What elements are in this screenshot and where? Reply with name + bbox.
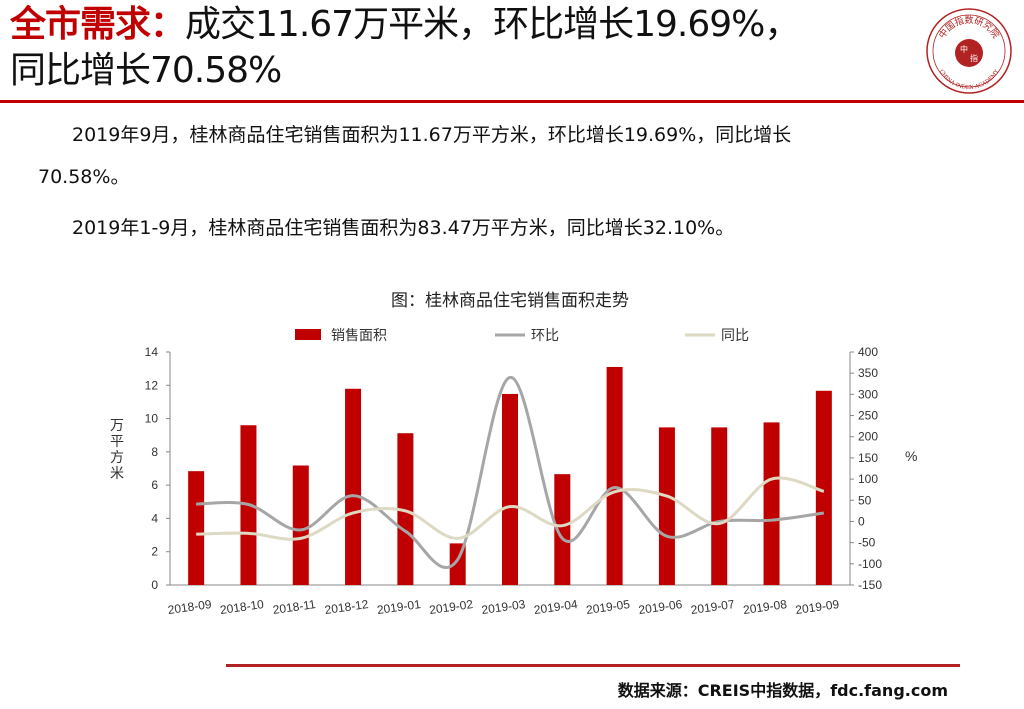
y2-tick-label: 300 (858, 387, 878, 401)
x-tick-label: 2018-09 (167, 597, 213, 617)
x-tick-label: 2019-01 (376, 597, 422, 617)
y2-tick-label: 250 (858, 409, 878, 423)
y2-tick-label: 100 (858, 472, 878, 486)
x-tick-label: 2019-08 (742, 597, 788, 617)
y2-tick-label: -100 (858, 557, 882, 571)
x-tick-label: 2019-09 (795, 597, 841, 617)
legend-label: 销售面积 (331, 327, 387, 343)
bar (658, 427, 675, 585)
y2-tick-label: 150 (858, 451, 878, 465)
title-line1: 成交11.67万平米，环比增长19.69%， (185, 4, 800, 45)
x-tick-label: 2018-12 (324, 597, 370, 617)
title-divider (0, 100, 1024, 103)
y2-tick-label: -150 (858, 578, 882, 592)
paragraph-2: 2019年1-9月，桂林商品住宅销售面积为83.47万平方米，同比增长32.10… (72, 217, 735, 239)
bar (763, 422, 780, 585)
series-line (196, 476, 825, 541)
x-tick-label: 2018-10 (219, 597, 265, 617)
bar (188, 471, 205, 585)
bar (711, 427, 728, 585)
chart-title: 图：桂林商品住宅销售面积走势 (391, 291, 629, 310)
y-tick-label: 2 (151, 545, 158, 559)
bar (606, 366, 623, 585)
bar (815, 390, 832, 585)
paragraph-1-continued: 70.58%。 (38, 166, 130, 188)
legend-label: 环比 (531, 327, 559, 343)
x-tick-label: 2019-05 (585, 597, 631, 617)
logo-char-1: 中 (960, 44, 968, 54)
title-accent: 全市需求： (10, 4, 186, 45)
y-tick-label: 4 (151, 511, 158, 525)
bar (554, 474, 571, 585)
legend-label: 同比 (721, 327, 749, 343)
x-tick-label: 2019-04 (533, 597, 579, 617)
logo-arc-text: 中国指数研究院 (936, 14, 1002, 41)
paragraph-1: 2019年9月，桂林商品住宅销售面积为11.67万平方米，环比增长19.69%，… (72, 124, 792, 146)
y2-tick-label: 400 (858, 345, 878, 359)
y2-axis-label: % (905, 448, 917, 464)
svg-text:中国指数研究院: 中国指数研究院 (936, 14, 1002, 41)
y2-tick-label: 350 (858, 366, 878, 380)
title-line2: 同比增长70.58% (10, 50, 282, 91)
y-tick-label: 12 (145, 378, 159, 392)
legend-swatch (295, 329, 321, 340)
x-tick-label: 2019-06 (638, 597, 684, 617)
china-index-academy-logo: 中国指数研究院 CHINA INDEX ACADEMY 中 指 (926, 8, 1012, 94)
y2-tick-label: -50 (858, 536, 876, 550)
x-tick-label: 2019-03 (481, 597, 527, 617)
logo-char-2: 指 (970, 53, 978, 63)
y-tick-label: 14 (145, 345, 159, 359)
x-tick-label: 2018-11 (272, 597, 317, 617)
x-tick-label: 2019-02 (428, 597, 474, 617)
y2-tick-label: 0 (858, 514, 865, 528)
series-line (196, 375, 825, 569)
y-tick-label: 6 (151, 478, 158, 492)
bar (502, 393, 518, 585)
y2-tick-label: 50 (858, 493, 872, 507)
y-tick-label: 0 (151, 578, 158, 592)
y-tick-label: 8 (151, 445, 158, 459)
x-tick-label: 2019-07 (690, 597, 736, 617)
y2-tick-label: 200 (858, 430, 878, 444)
bar (292, 465, 309, 585)
footer-divider (226, 664, 960, 667)
y-axis-label: 万平方米 (110, 417, 124, 481)
slide-title: 全市需求：成交11.67万平米，环比增长19.69%， 同比增长70.58% (10, 2, 910, 94)
bar (345, 388, 362, 585)
bar (397, 433, 414, 585)
y-tick-label: 10 (145, 412, 159, 426)
data-source: 数据来源：CREIS中指数据，fdc.fang.com (617, 681, 948, 700)
